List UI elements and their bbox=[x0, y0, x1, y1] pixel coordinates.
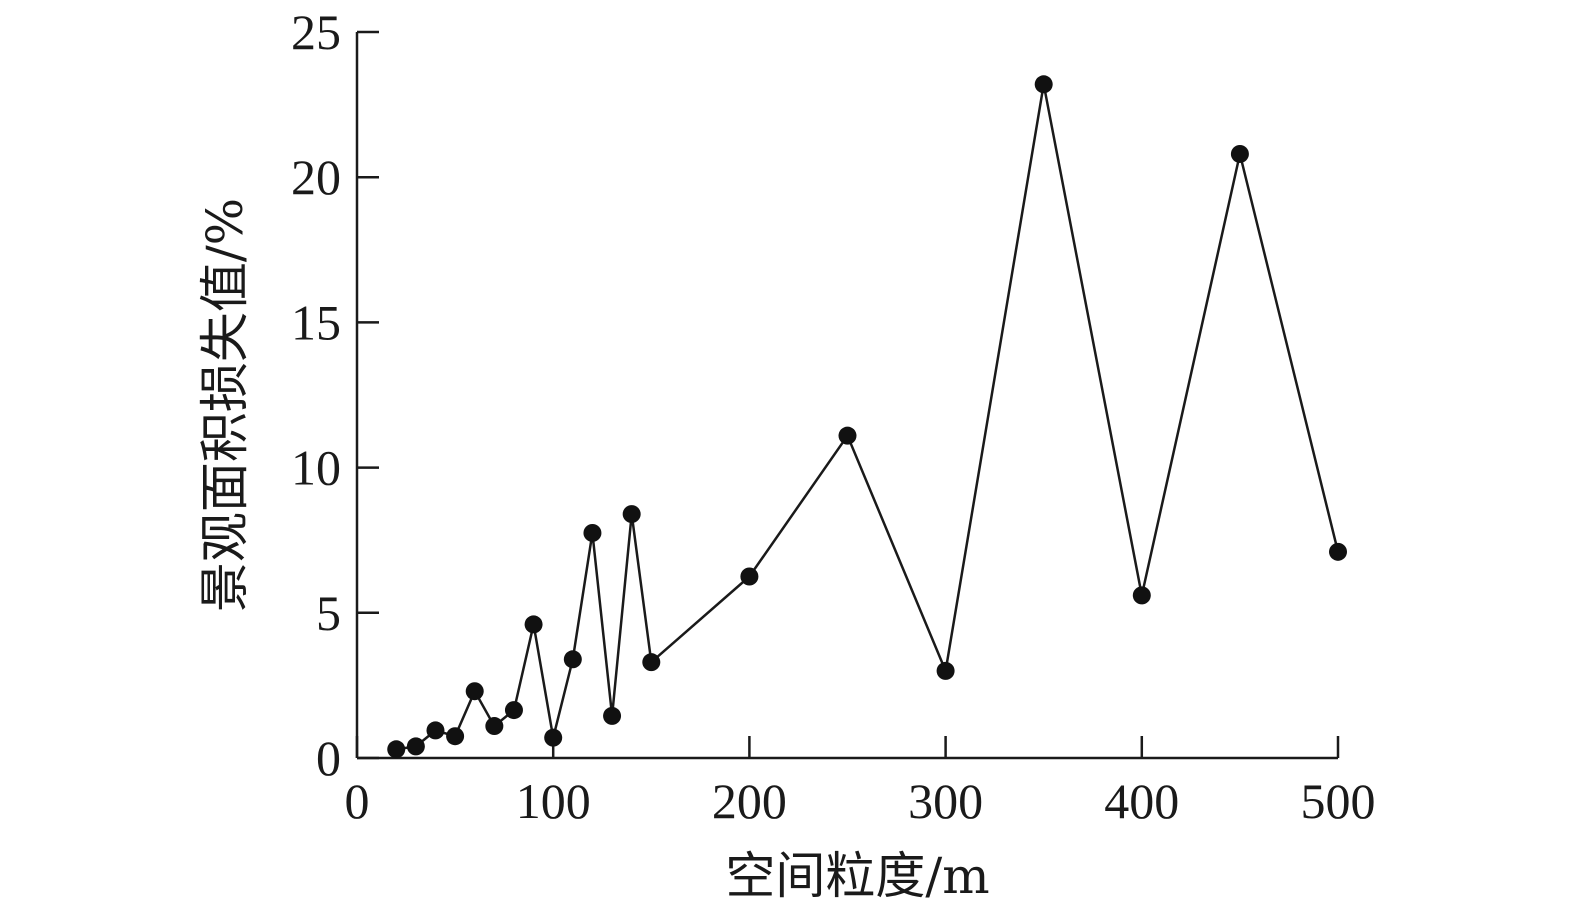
y-axis-title: 景观面积损失值/% bbox=[196, 198, 254, 612]
series-group bbox=[387, 75, 1347, 759]
data-point-15 bbox=[838, 426, 857, 445]
data-point-14 bbox=[740, 567, 759, 586]
data-point-19 bbox=[1230, 144, 1249, 163]
data-point-7 bbox=[524, 615, 543, 634]
x-ticks: 0 100 200 300 400 500 bbox=[345, 736, 1376, 829]
y-tick-label-1: 5 bbox=[316, 585, 341, 641]
y-tick-label-4: 20 bbox=[291, 149, 341, 205]
x-axis-title: 空间粒度/m bbox=[725, 847, 989, 905]
data-point-1 bbox=[406, 737, 425, 756]
data-point-0 bbox=[387, 740, 406, 759]
data-point-5 bbox=[485, 717, 504, 736]
data-point-20 bbox=[1329, 542, 1347, 561]
data-point-11 bbox=[603, 706, 622, 725]
data-point-8 bbox=[544, 728, 563, 747]
x-tick-label-0: 0 bbox=[345, 773, 370, 829]
x-tick-label-5: 500 bbox=[1301, 773, 1376, 829]
data-point-16 bbox=[936, 661, 955, 680]
x-tick-label-2: 200 bbox=[712, 773, 787, 829]
data-point-18 bbox=[1132, 586, 1151, 605]
y-tick-label-2: 10 bbox=[291, 440, 341, 496]
y-tick-label-0: 0 bbox=[316, 730, 341, 786]
series-line-0 bbox=[396, 84, 1340, 751]
x-tick-label-4: 400 bbox=[1104, 773, 1179, 829]
data-point-13 bbox=[642, 653, 661, 672]
y-tick-label-3: 15 bbox=[291, 294, 341, 350]
data-point-17 bbox=[1034, 75, 1053, 94]
data-point-9 bbox=[563, 650, 582, 669]
data-point-6 bbox=[504, 701, 523, 720]
y-tick-label-5: 25 bbox=[291, 4, 341, 60]
data-point-10 bbox=[583, 523, 602, 542]
data-point-2 bbox=[426, 721, 445, 740]
x-tick-label-1: 100 bbox=[516, 773, 591, 829]
y-ticks: 0 5 10 15 20 25 bbox=[291, 4, 379, 786]
axes bbox=[355, 32, 1338, 760]
data-point-3 bbox=[446, 727, 465, 746]
data-point-12 bbox=[622, 505, 641, 524]
x-tick-label-3: 300 bbox=[908, 773, 983, 829]
data-point-4 bbox=[465, 682, 484, 701]
